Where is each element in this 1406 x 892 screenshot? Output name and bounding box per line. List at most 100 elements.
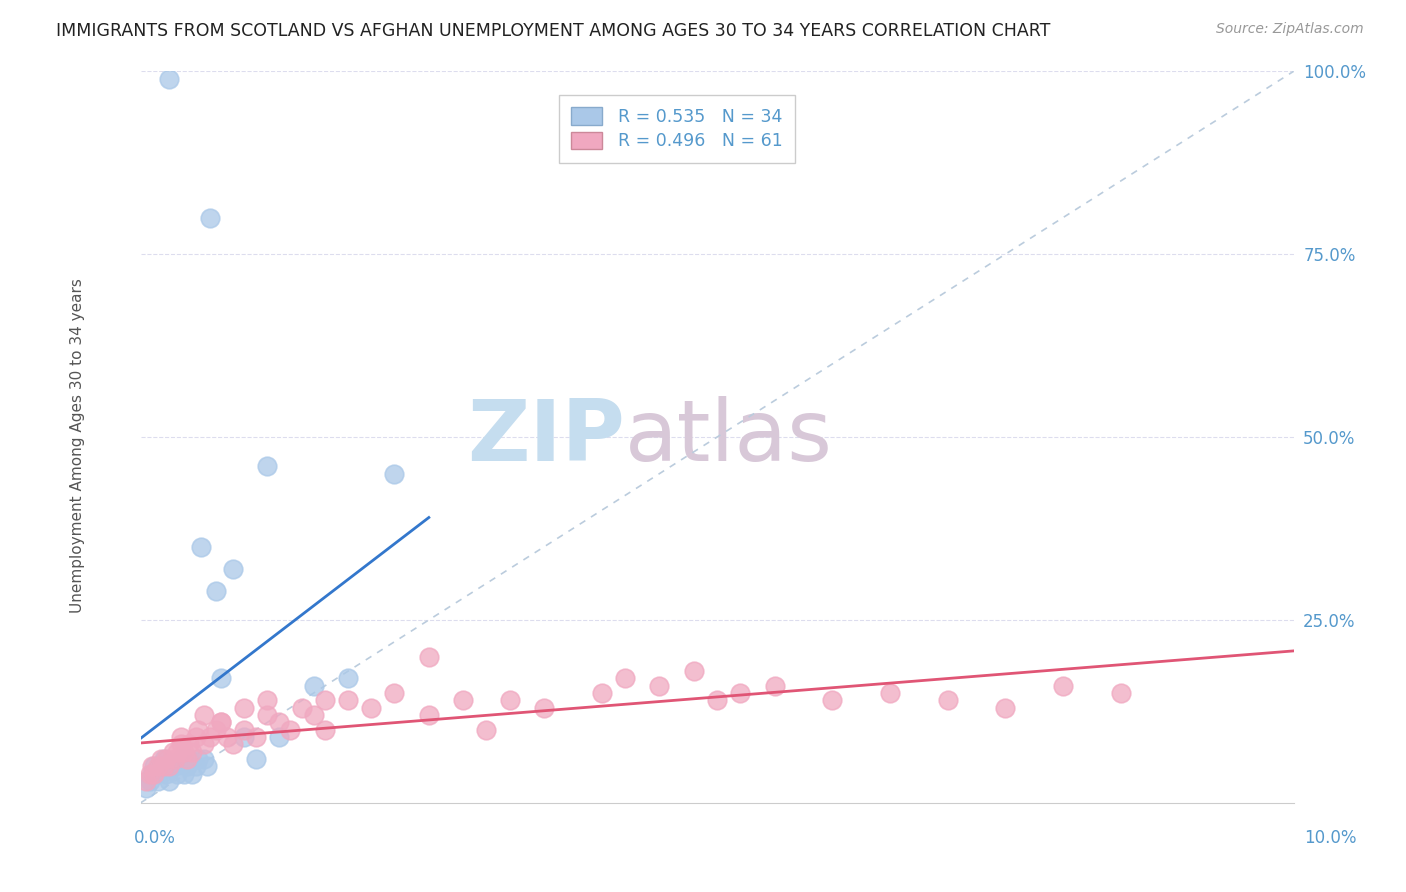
Text: IMMIGRANTS FROM SCOTLAND VS AFGHAN UNEMPLOYMENT AMONG AGES 30 TO 34 YEARS CORREL: IMMIGRANTS FROM SCOTLAND VS AFGHAN UNEMP… <box>56 22 1050 40</box>
Point <box>150 759 173 773</box>
Point <box>475 723 498 737</box>
Point <box>141 766 163 780</box>
Point <box>143 766 166 780</box>
Point <box>613 672 636 686</box>
Point <box>256 459 278 474</box>
Point <box>135 781 157 796</box>
Point <box>280 723 302 737</box>
Point <box>177 737 200 751</box>
Point <box>198 730 221 744</box>
Point <box>173 745 195 759</box>
Point <box>155 766 177 780</box>
Point <box>360 700 382 714</box>
Point <box>146 773 169 788</box>
Point <box>591 686 613 700</box>
Point <box>245 752 267 766</box>
Point <box>498 693 520 707</box>
Point <box>683 664 706 678</box>
Point <box>152 759 174 773</box>
Point <box>187 752 209 766</box>
Point <box>418 649 440 664</box>
Point <box>159 773 180 788</box>
Point <box>302 679 325 693</box>
Point <box>314 693 336 707</box>
Point <box>382 467 405 481</box>
Text: 0.0%: 0.0% <box>134 829 176 847</box>
Point <box>152 752 174 766</box>
Point <box>139 773 162 788</box>
Point <box>418 708 440 723</box>
Point <box>453 693 475 707</box>
Point <box>533 700 555 714</box>
Point <box>170 730 193 744</box>
Point <box>141 759 163 773</box>
Text: Source: ZipAtlas.com: Source: ZipAtlas.com <box>1216 22 1364 37</box>
Point <box>256 708 278 723</box>
Point <box>187 723 209 737</box>
Point <box>209 715 232 730</box>
Point <box>209 672 232 686</box>
Point <box>166 766 188 780</box>
Point <box>177 752 200 766</box>
Point <box>314 723 336 737</box>
Text: 10.0%: 10.0% <box>1305 829 1357 847</box>
Point <box>256 693 278 707</box>
Point <box>728 686 751 700</box>
Point <box>150 752 173 766</box>
Point <box>204 583 226 598</box>
Text: Unemployment Among Ages 30 to 34 years: Unemployment Among Ages 30 to 34 years <box>70 278 84 614</box>
Point <box>936 693 959 707</box>
Point <box>176 759 198 773</box>
Point <box>165 752 187 766</box>
Point <box>170 752 193 766</box>
Point <box>204 723 226 737</box>
Point <box>233 723 256 737</box>
Point <box>159 71 180 86</box>
Point <box>245 730 267 744</box>
Point <box>166 745 188 759</box>
Point <box>146 759 169 773</box>
Point <box>648 679 671 693</box>
Point <box>382 686 405 700</box>
Point <box>181 766 204 780</box>
Point <box>198 211 221 225</box>
Point <box>193 752 215 766</box>
Point <box>233 700 256 714</box>
Point <box>222 562 245 576</box>
Point <box>1109 686 1132 700</box>
Point <box>209 715 232 730</box>
Text: ZIP: ZIP <box>467 395 624 479</box>
Text: atlas: atlas <box>624 395 832 479</box>
Point <box>267 715 290 730</box>
Point <box>155 752 177 766</box>
Point <box>165 759 187 773</box>
Point <box>173 766 195 780</box>
Point <box>159 759 180 773</box>
Point <box>217 730 239 744</box>
Point <box>193 737 215 751</box>
Point <box>135 773 157 788</box>
Point <box>197 759 219 773</box>
Legend:   R = 0.535   N = 34,   R = 0.496   N = 61: R = 0.535 N = 34, R = 0.496 N = 61 <box>558 95 794 162</box>
Point <box>267 730 290 744</box>
Point <box>143 759 166 773</box>
Point <box>184 759 207 773</box>
Point <box>170 737 193 751</box>
Point <box>291 700 314 714</box>
Point <box>706 693 728 707</box>
Point <box>233 730 256 744</box>
Point <box>162 745 184 759</box>
Point <box>994 700 1017 714</box>
Point <box>337 672 360 686</box>
Point <box>190 540 212 554</box>
Point <box>1052 679 1074 693</box>
Point <box>821 693 844 707</box>
Point <box>302 708 325 723</box>
Point <box>184 730 207 744</box>
Point <box>337 693 360 707</box>
Point <box>181 745 204 759</box>
Point <box>879 686 901 700</box>
Point <box>139 766 162 780</box>
Point <box>162 759 184 773</box>
Point <box>193 708 215 723</box>
